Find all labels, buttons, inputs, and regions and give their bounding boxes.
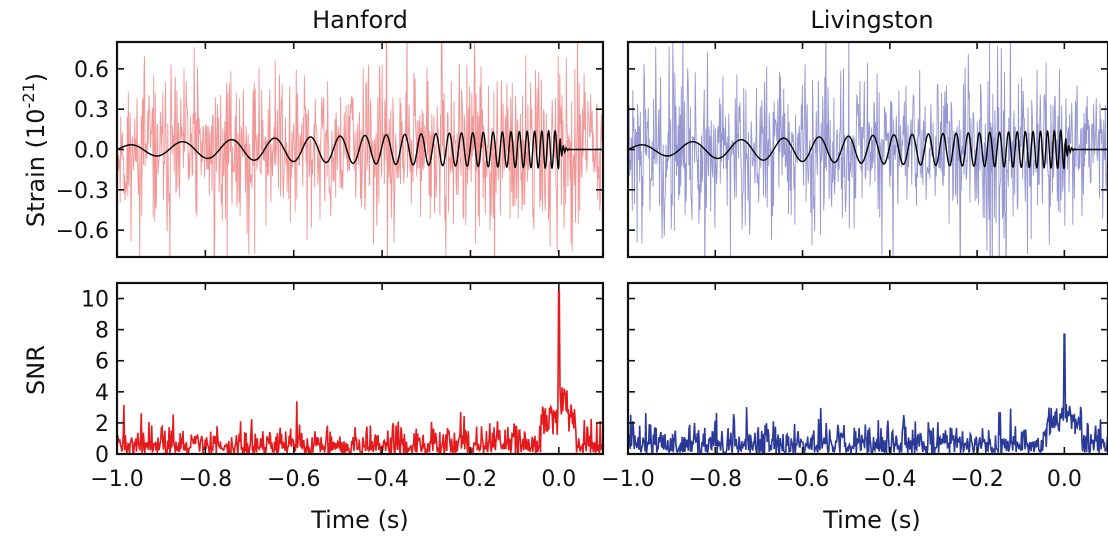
x-tick-label: −1.0 — [90, 467, 143, 492]
hanford-snr-frame — [115, 281, 605, 456]
livingston-xlabel: Time (s) — [822, 506, 921, 534]
hanford-xlabel: Time (s) — [310, 506, 409, 534]
strain-ylabel-close: ) — [22, 73, 50, 82]
snr-ylabel: SNR — [22, 345, 50, 395]
snr-series — [628, 333, 1108, 454]
y-tick-label: 4 — [95, 381, 109, 406]
x-tick-label: −0.4 — [863, 467, 916, 492]
y-tick-label: 0 — [95, 443, 109, 468]
y-tick-label: 8 — [95, 319, 109, 344]
strain-noise-series — [628, 42, 1108, 257]
y-tick-label: 2 — [95, 412, 109, 437]
x-tick-label: −0.2 — [950, 467, 1003, 492]
strain-ylabel-exponent: -21 — [19, 82, 38, 108]
x-tick-label: −0.6 — [267, 467, 320, 492]
y-tick-label: 6 — [95, 350, 109, 375]
livingston-snr-panel: −1.0 −0.8 −0.6 −0.4 −0.2 0.0 — [601, 281, 1108, 492]
y-tick-label: 0.0 — [74, 139, 109, 164]
livingston-title: Livingston — [810, 6, 933, 34]
template-series — [628, 129, 1108, 170]
template-series — [117, 129, 603, 170]
x-tick-label: −0.2 — [444, 467, 497, 492]
livingston-strain-panel — [626, 40, 1108, 259]
x-tick-label: 0.0 — [541, 467, 576, 492]
y-tick-label: 10 — [81, 288, 109, 313]
x-tick-label: −0.8 — [179, 467, 232, 492]
x-tick-label: −1.0 — [601, 467, 654, 492]
y-tick-label: −0.6 — [56, 219, 109, 244]
x-tick-label: −0.4 — [355, 467, 408, 492]
livingston-snr-frame — [626, 281, 1108, 456]
hanford-snr-panel: 10 8 6 4 2 0−1.0 −0.8 −0.6 −0.4 −0.2 0.0 — [81, 281, 605, 492]
snr-series — [117, 289, 603, 454]
x-tick-label: −0.6 — [776, 467, 829, 492]
x-tick-label: 0.0 — [1047, 467, 1082, 492]
strain-ylabel-text: Strain (10 — [22, 108, 50, 227]
x-tick-label: −0.8 — [689, 467, 742, 492]
y-tick-label: 0.6 — [74, 58, 109, 83]
y-tick-label: −0.3 — [56, 179, 109, 204]
y-tick-label: 0.3 — [74, 98, 109, 123]
strain-noise-series — [117, 42, 603, 257]
hanford-strain-panel: 0.6 0.3 0.0 −0.3 −0.6 — [56, 40, 605, 259]
strain-ylabel: Strain (10-21) — [19, 73, 50, 227]
hanford-title: Hanford — [312, 6, 408, 34]
